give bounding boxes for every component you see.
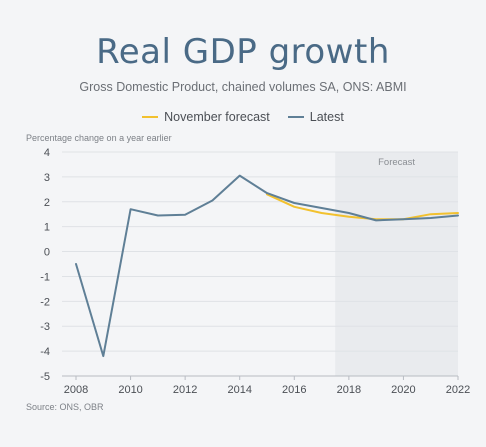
legend-item-november-forecast: November forecast bbox=[142, 110, 270, 124]
forecast-label: Forecast bbox=[378, 157, 415, 168]
y-tick-label: -4 bbox=[40, 346, 50, 358]
x-tick-label: 2016 bbox=[282, 384, 306, 396]
forecast-region bbox=[335, 152, 458, 376]
legend-label-latest: Latest bbox=[309, 110, 344, 124]
x-tick-label: 2022 bbox=[446, 384, 470, 396]
x-tick-label: 2014 bbox=[227, 384, 251, 396]
series-line-latest bbox=[75, 174, 459, 358]
x-tick-label: 2012 bbox=[173, 384, 197, 396]
y-tick-label: 1 bbox=[44, 222, 50, 234]
y-tick-label: 2 bbox=[44, 197, 50, 209]
source-note: Source: ONS, OBR bbox=[26, 402, 104, 412]
chart-subtitle: Gross Domestic Product, chained volumes … bbox=[79, 80, 407, 94]
y-tick-label: -3 bbox=[40, 321, 50, 333]
series-line-november-forecast bbox=[266, 193, 459, 221]
y-tick-label: -2 bbox=[40, 296, 50, 308]
x-tick-label: 2010 bbox=[118, 384, 142, 396]
y-tick-label: -1 bbox=[40, 271, 50, 283]
legend-swatch-latest bbox=[287, 116, 304, 118]
x-tick-label: 2020 bbox=[391, 384, 415, 396]
y-tick-label: 3 bbox=[44, 172, 50, 184]
y-axis-label: Percentage change on a year earlier bbox=[26, 133, 172, 143]
y-tick-label: 4 bbox=[44, 147, 50, 159]
x-tick-label: 2008 bbox=[64, 384, 88, 396]
chart-title: Real GDP growth bbox=[96, 32, 390, 72]
x-tick-label: 2018 bbox=[337, 384, 361, 396]
legend-label-november-forecast: November forecast bbox=[164, 110, 270, 124]
legend: November forecast Latest bbox=[0, 110, 486, 124]
y-tick-label: 0 bbox=[44, 247, 50, 259]
legend-swatch-november-forecast bbox=[142, 116, 159, 118]
y-tick-label: -5 bbox=[40, 371, 50, 383]
legend-item-latest: Latest bbox=[287, 110, 344, 124]
